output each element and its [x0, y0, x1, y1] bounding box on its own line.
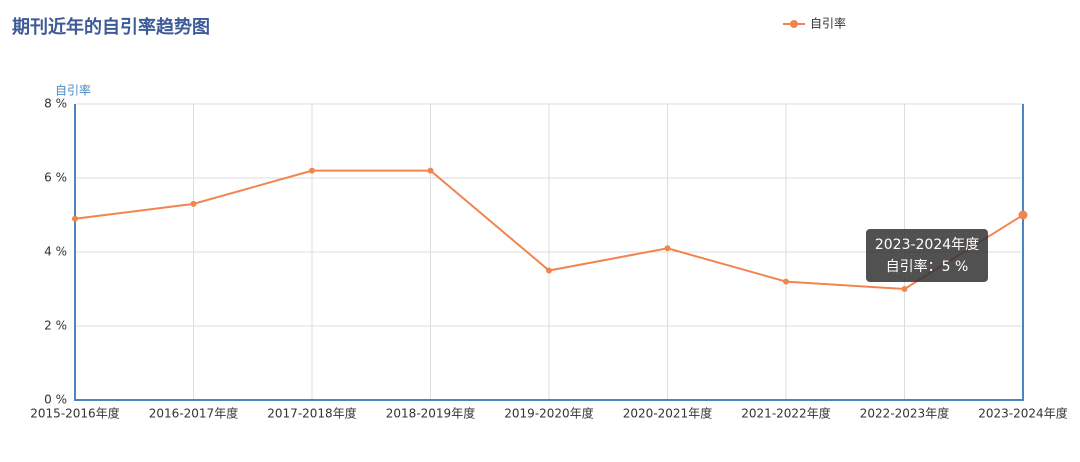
- x-tick-label: 2020-2021年度: [623, 406, 712, 421]
- y-axis-label: 自引率: [55, 83, 91, 98]
- legend-marker: [790, 20, 798, 28]
- tooltip-text: 自引率：5 %: [886, 258, 969, 275]
- tooltip-title: 2023-2024年度: [875, 237, 979, 253]
- point: [546, 267, 552, 274]
- legend-label: 自引率: [810, 16, 846, 31]
- tooltip-box: [866, 229, 988, 282]
- point: [783, 278, 789, 285]
- x-tick-label: 2022-2023年度: [860, 406, 949, 421]
- x-tick-label: 2018-2019年度: [386, 406, 475, 421]
- y-tick-label: 0 %: [44, 393, 67, 407]
- point: [190, 200, 197, 207]
- point: [1018, 210, 1028, 220]
- x-tick-label: 2019-2020年度: [504, 406, 593, 421]
- x-tick-label: 2015-2016年度: [30, 406, 119, 421]
- point: [901, 286, 908, 292]
- point: [664, 245, 671, 252]
- x-tick-label: 2016-2017年度: [149, 406, 238, 421]
- chart-title: 期刊近年的自引率趋势图: [12, 16, 210, 38]
- point: [427, 167, 434, 174]
- x-tick-label: 2017-2018年度: [267, 406, 356, 421]
- y-tick-label: 4 %: [44, 245, 67, 259]
- y-tick-label: 2 %: [44, 319, 67, 333]
- y-tick-label: 6 %: [44, 171, 67, 185]
- x-tick-label: 2021-2022年度: [741, 406, 830, 421]
- y-tick-label: 8 %: [44, 97, 67, 111]
- point: [309, 167, 315, 174]
- point: [72, 215, 78, 222]
- x-tick-label: 2023-2024年度: [978, 406, 1067, 421]
